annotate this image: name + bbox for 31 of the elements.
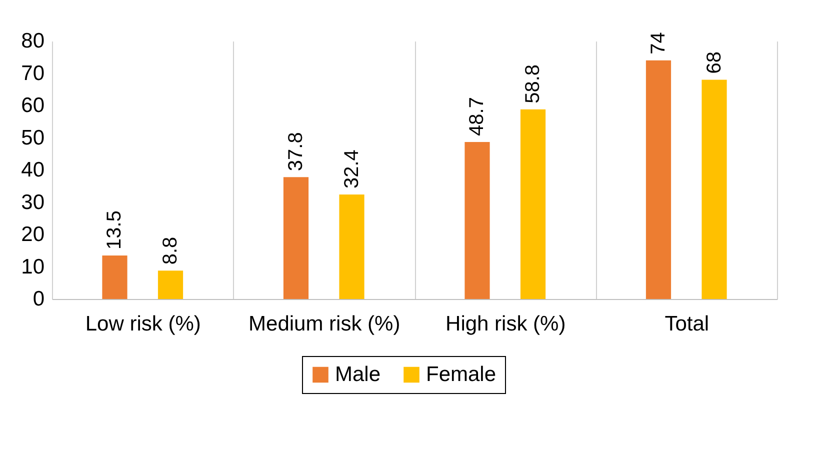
bar (702, 80, 727, 299)
bar (464, 142, 490, 299)
data-label: 13.5 (104, 210, 126, 250)
data-label: 58.8 (522, 64, 544, 104)
data-label: 37.8 (284, 132, 307, 172)
legend-label: Female (426, 362, 496, 386)
x-tick-label: Medium risk (%) (248, 312, 400, 336)
data-label: 32.4 (340, 150, 363, 189)
bar (520, 109, 546, 299)
y-tick-label: 70 (21, 62, 44, 85)
x-tick-label: High risk (%) (446, 312, 566, 336)
y-tick-label: 10 (21, 255, 44, 278)
data-label: 68 (703, 51, 726, 74)
legend-label: Male (335, 362, 381, 386)
x-tick-label: Total (664, 312, 710, 336)
bar (339, 194, 364, 299)
y-tick-label: 50 (21, 126, 44, 150)
bar (283, 177, 309, 299)
bar (646, 60, 672, 299)
y-tick-label: 40 (21, 158, 44, 182)
bar (102, 255, 128, 299)
y-tick-label: 60 (21, 94, 44, 117)
y-tick-label: 20 (21, 223, 44, 246)
x-tick-label: Low risk (%) (85, 312, 201, 336)
y-tick-label: 80 (21, 30, 44, 52)
data-label: 74 (647, 32, 670, 54)
y-tick-label: 30 (21, 190, 44, 214)
y-tick-label: 0 (32, 288, 44, 310)
data-label: 8.8 (160, 236, 182, 265)
data-label: 48.7 (466, 97, 488, 136)
bar (158, 270, 184, 299)
